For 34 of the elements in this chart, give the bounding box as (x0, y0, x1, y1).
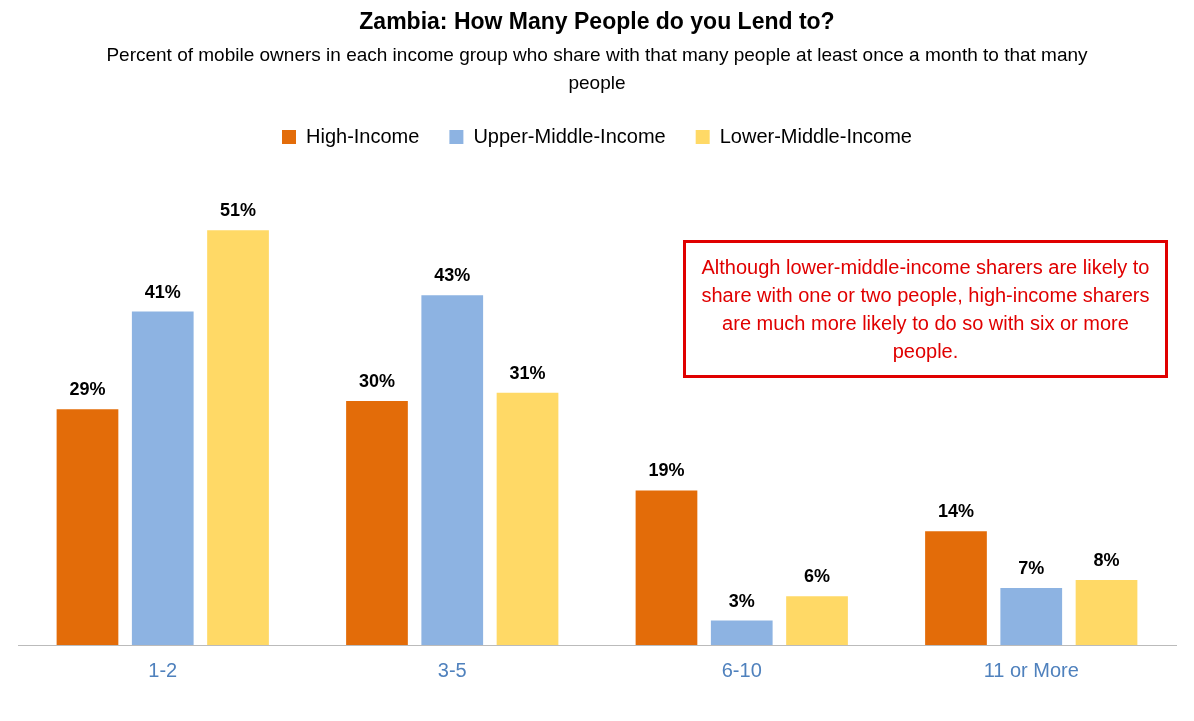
bar (1000, 588, 1063, 645)
data-label: 41% (144, 281, 181, 302)
data-label: 3% (728, 590, 755, 611)
bar (710, 620, 773, 645)
bar (635, 490, 698, 645)
x-tick-label: 1-2 (148, 658, 178, 681)
data-label: 8% (1093, 549, 1120, 570)
data-label: 43% (434, 265, 471, 286)
bar (1075, 579, 1138, 645)
bar (786, 596, 848, 645)
bar (925, 531, 987, 645)
legend-label: High-Income (306, 124, 420, 147)
annotation: Although lower-middle-income sharers are likely to share with one or two people, high-income sharers are much more likely to do so with six or more people. (683, 240, 1168, 378)
data-label: 29% (69, 379, 106, 400)
bar (131, 311, 194, 645)
bar (346, 401, 408, 645)
data-label: 51% (220, 200, 257, 221)
bar (56, 409, 119, 645)
chart-title: Zambia: How Many People do you Lend to? (358, 8, 836, 35)
x-tick-label: 11 or More (983, 658, 1079, 681)
bar (496, 392, 559, 645)
data-label: 14% (937, 501, 974, 522)
x-tick-label: 3-5 (437, 658, 467, 681)
legend-label: Lower-Middle-Income (719, 124, 912, 147)
bar (421, 295, 484, 645)
data-label: 31% (509, 362, 546, 383)
chart-subtitle: Percent of mobile owners in each income group who share with that many people at least once a month to that many people (105, 43, 1089, 95)
data-label: 6% (804, 566, 831, 587)
bar (207, 230, 269, 645)
data-label: 30% (358, 370, 395, 391)
x-tick-label: 6-10 (721, 658, 762, 681)
data-label: 7% (1018, 558, 1045, 579)
data-label: 19% (648, 460, 685, 481)
legend-label: Upper-Middle-Income (473, 124, 666, 147)
